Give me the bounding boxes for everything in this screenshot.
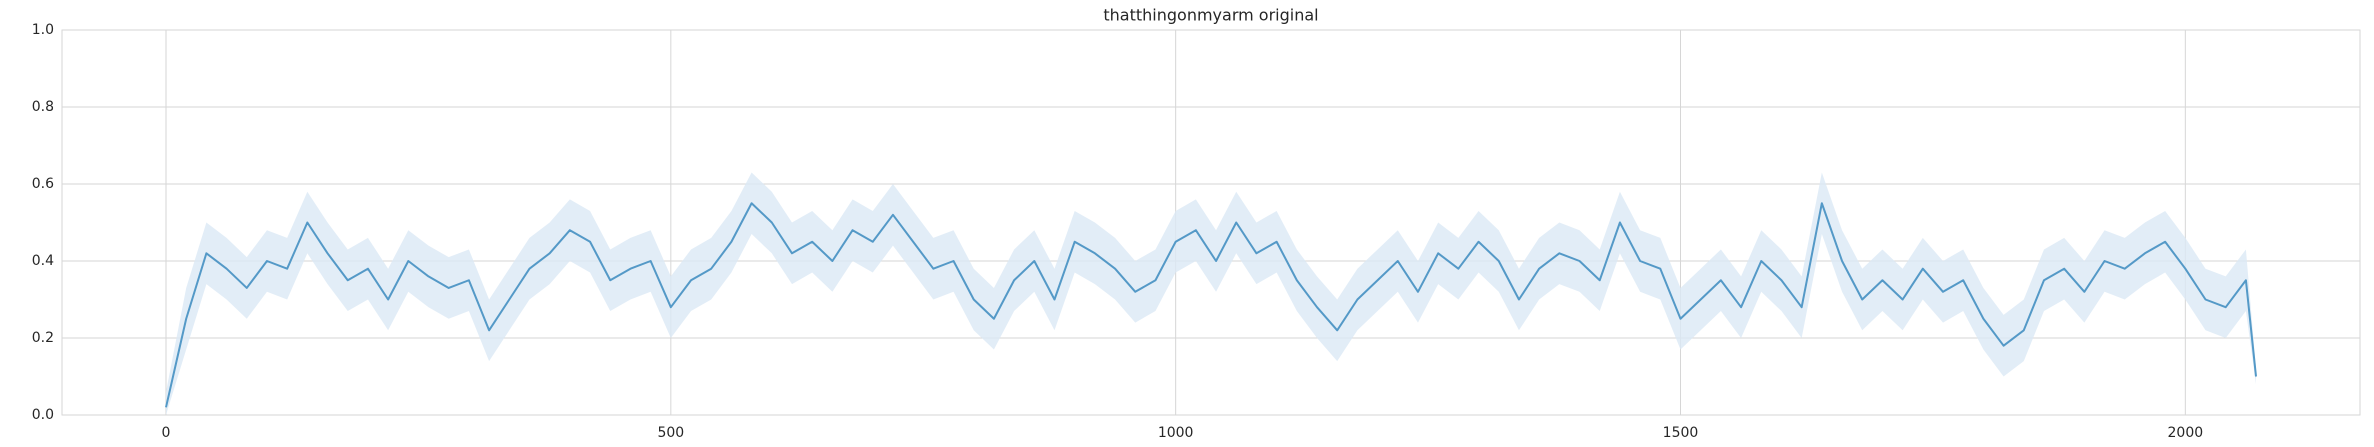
x-tick-label: 2000 — [2168, 425, 2204, 441]
y-tick-label: 1.0 — [32, 22, 54, 38]
plot-frame — [61, 29, 2361, 416]
y-tick-label: 0.8 — [32, 99, 54, 115]
y-tick-label: 0.0 — [32, 407, 54, 423]
chart-title: thatthingonmyarm original — [1103, 6, 1318, 25]
confidence-band — [165, 172, 2257, 415]
x-tick-label: 1000 — [1158, 425, 1194, 441]
x-tick-label: 500 — [657, 425, 684, 441]
y-tick-label: 0.2 — [32, 330, 54, 346]
y-tick-label: 0.6 — [32, 176, 54, 192]
data-line — [165, 202, 2257, 408]
x-tick-label: 1500 — [1663, 425, 1699, 441]
y-tick-label: 0.4 — [32, 253, 54, 269]
x-tick-label: 0 — [162, 425, 171, 441]
